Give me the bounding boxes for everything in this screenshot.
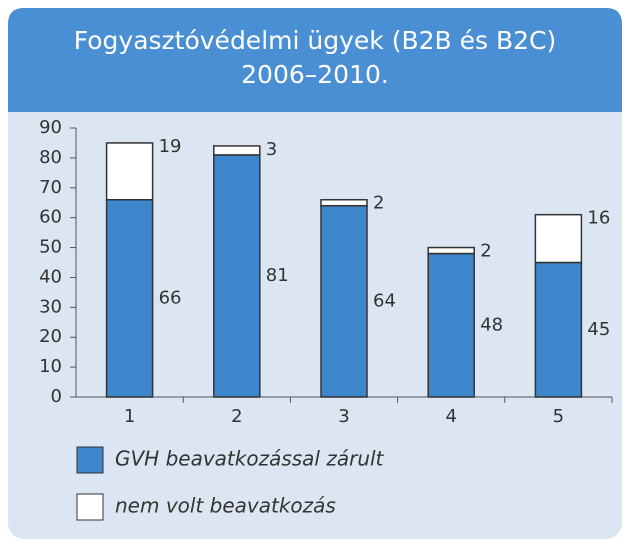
y-tick-label: 50 <box>39 237 62 258</box>
bar-segment <box>427 252 475 398</box>
bar-segment <box>213 145 261 156</box>
header <box>8 8 622 112</box>
x-tick-label: 1 <box>124 406 135 427</box>
x-tick-label: 3 <box>338 406 349 427</box>
y-tick-label: 60 <box>39 207 62 228</box>
value-label: 48 <box>480 314 503 335</box>
value-label: 2 <box>480 241 491 262</box>
bar-segment <box>320 204 368 398</box>
y-tick-label: 30 <box>39 296 62 317</box>
y-tick-label: 0 <box>51 386 62 407</box>
bar-segment <box>534 213 583 264</box>
y-tick-label: 80 <box>39 147 62 168</box>
x-tick-label: 4 <box>445 406 456 427</box>
x-tick-label: 2 <box>231 406 242 427</box>
legend-swatch <box>76 446 104 474</box>
value-label: 45 <box>587 319 610 340</box>
y-tick-label: 10 <box>39 356 62 377</box>
bar-segment <box>105 142 154 201</box>
legend-label: nem volt beavatkozás <box>115 494 336 518</box>
y-tick-label: 90 <box>39 117 62 138</box>
chart-title: 2006–2010. <box>241 60 389 89</box>
y-tick-label: 40 <box>39 266 62 287</box>
value-label: 3 <box>266 139 277 160</box>
value-label: 66 <box>159 287 182 308</box>
legend-swatch <box>76 493 104 521</box>
y-tick-label: 70 <box>39 177 62 198</box>
value-label: 64 <box>373 290 396 311</box>
x-tick-label: 5 <box>553 406 564 427</box>
value-label: 2 <box>373 193 384 214</box>
value-label: 19 <box>159 136 182 157</box>
value-label: 81 <box>266 265 289 286</box>
bar-segment <box>105 198 154 398</box>
legend-label: GVH beavatkozással zárult <box>115 447 385 471</box>
y-tick-label: 20 <box>39 326 62 347</box>
bar-segment <box>320 198 368 207</box>
chart-title: Fogyasztóvédelmi ügyek (B2B és B2C) <box>74 26 556 55</box>
bar-segment <box>213 154 261 398</box>
value-label: 16 <box>587 208 610 229</box>
panel <box>8 8 622 539</box>
bar-segment <box>534 261 583 398</box>
bar-segment <box>427 246 475 255</box>
